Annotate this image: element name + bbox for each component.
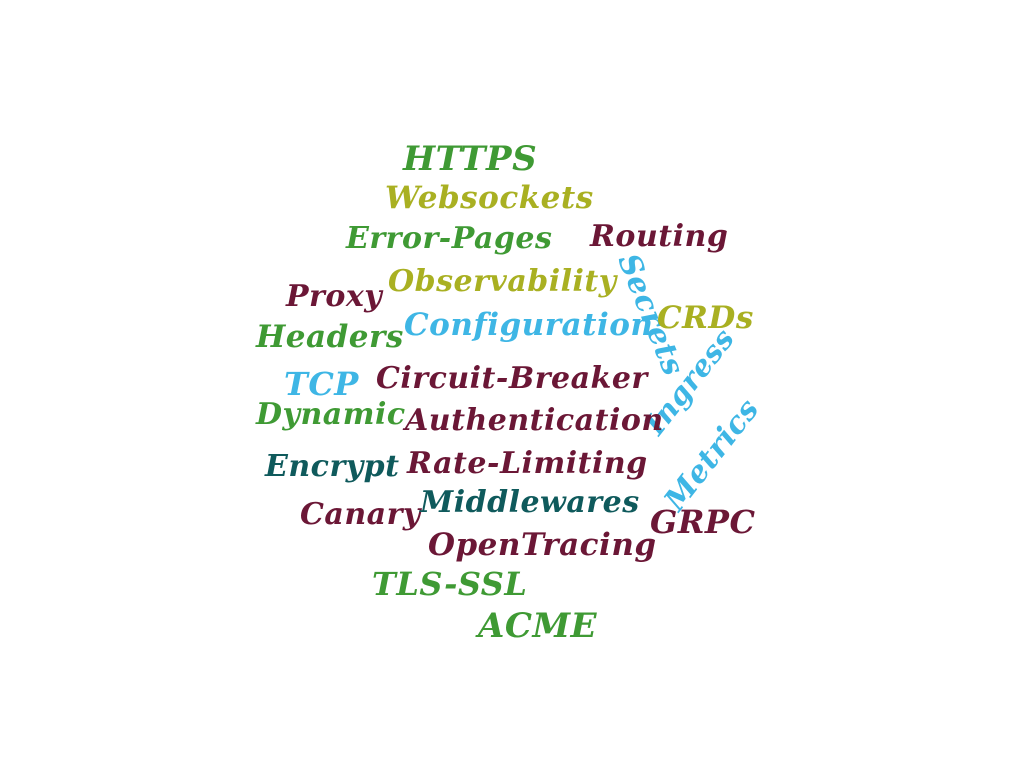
word-canary: Canary: [300, 497, 421, 532]
word-proxy: Proxy: [286, 279, 383, 314]
word-headers: Headers: [256, 319, 404, 355]
word-websockets: Websockets: [385, 180, 594, 216]
word-circuit-breaker: Circuit-Breaker: [376, 361, 648, 396]
word-dynamic: Dynamic: [256, 397, 406, 432]
word-error-pages: Error-Pages: [346, 221, 553, 256]
word-opentracing: OpenTracing: [428, 527, 657, 563]
word-configuration: Configuration: [404, 307, 654, 343]
word-grpc: GRPC: [650, 503, 756, 541]
word-tls-ssl: TLS-SSL: [372, 565, 528, 603]
word-https: HTTPS: [403, 139, 538, 179]
word-observability: Observability: [388, 264, 617, 299]
word-crds: CRDs: [657, 300, 754, 336]
word-acme: ACME: [478, 606, 597, 646]
word-encrypt: Encrypt: [265, 449, 400, 484]
word-middlewares: Middlewares: [420, 485, 640, 520]
word-rate-limiting: Rate-Limiting: [407, 446, 648, 481]
word-authentication: Authentication: [405, 403, 664, 438]
word-routing: Routing: [590, 219, 729, 254]
word-tcp: TCP: [284, 365, 359, 403]
